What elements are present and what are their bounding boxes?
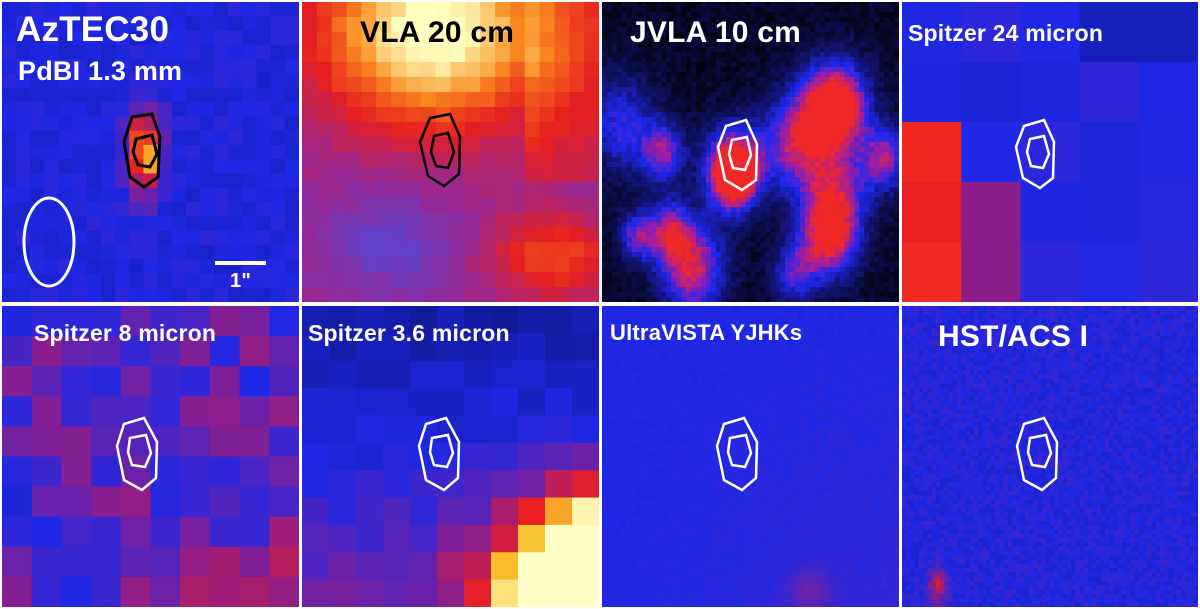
inner-contour bbox=[1025, 134, 1051, 170]
inner-contour bbox=[428, 433, 455, 469]
panel-title: Spitzer 8 micron bbox=[34, 320, 217, 346]
image-pdbi-1.3mm bbox=[2, 2, 299, 302]
image-spitzer-8 bbox=[2, 306, 299, 607]
contour-overlay bbox=[1015, 416, 1059, 492]
panel-spitzer-8: Spitzer 8 micron bbox=[2, 306, 299, 607]
contour-overlay bbox=[22, 112, 266, 288]
outer-contour bbox=[1014, 118, 1056, 190]
inner-contour bbox=[726, 433, 753, 469]
inner-contour bbox=[131, 133, 159, 169]
contour-overlay bbox=[115, 416, 159, 492]
outer-contour bbox=[716, 118, 759, 192]
outer-contour bbox=[417, 416, 461, 492]
panel-aztec30-pdbi: AzTEC30 PdBI 1.3 mm 1" bbox=[2, 2, 299, 302]
panel-title: VLA 20 cm bbox=[360, 16, 515, 49]
outer-contour bbox=[418, 112, 462, 188]
panel-hst-acs: HST/ACS I bbox=[902, 306, 1198, 607]
image-spitzer-3.6 bbox=[302, 306, 599, 607]
image-vla-20cm bbox=[302, 2, 599, 302]
panel-title: HST/ACS I bbox=[938, 320, 1089, 353]
contour-overlay bbox=[715, 416, 759, 492]
panel-title: Spitzer 3.6 micron bbox=[308, 320, 510, 346]
contour-overlay bbox=[418, 112, 462, 188]
image-jvla-10cm bbox=[602, 2, 899, 302]
panel-title: UltraVISTA YJHKs bbox=[610, 320, 803, 345]
inner-contour bbox=[1026, 433, 1053, 469]
outer-contour bbox=[122, 112, 162, 189]
beam-ellipse bbox=[22, 196, 76, 288]
contour-overlay bbox=[417, 416, 461, 492]
scale-bar-label: 1" bbox=[230, 270, 252, 292]
outer-contour bbox=[715, 416, 759, 492]
inner-contour bbox=[429, 131, 456, 170]
panel-spitzer-24: Spitzer 24 micron bbox=[902, 2, 1198, 302]
outer-contour bbox=[115, 416, 159, 492]
panel-ultravista: UltraVISTA YJHKs bbox=[602, 306, 899, 607]
image-ultravista bbox=[602, 306, 899, 607]
inner-contour bbox=[126, 433, 153, 469]
panel-spitzer-3.6: Spitzer 3.6 micron bbox=[302, 306, 599, 607]
panel-vla-20cm: VLA 20 cm bbox=[302, 2, 599, 302]
outer-contour bbox=[1015, 416, 1059, 492]
inner-contour bbox=[727, 135, 753, 172]
panel-jvla-10cm: JVLA 10 cm bbox=[602, 2, 899, 302]
panel-title: AzTEC30 bbox=[16, 10, 170, 49]
panel-title: JVLA 10 cm bbox=[630, 16, 801, 49]
panel-title: Spitzer 24 micron bbox=[908, 20, 1104, 46]
contour-overlay bbox=[1014, 118, 1056, 190]
image-hst-acs-i bbox=[902, 306, 1198, 607]
panel-subtitle: PdBI 1.3 mm bbox=[18, 56, 183, 86]
image-spitzer-24 bbox=[902, 2, 1198, 302]
contour-overlay bbox=[716, 118, 759, 192]
